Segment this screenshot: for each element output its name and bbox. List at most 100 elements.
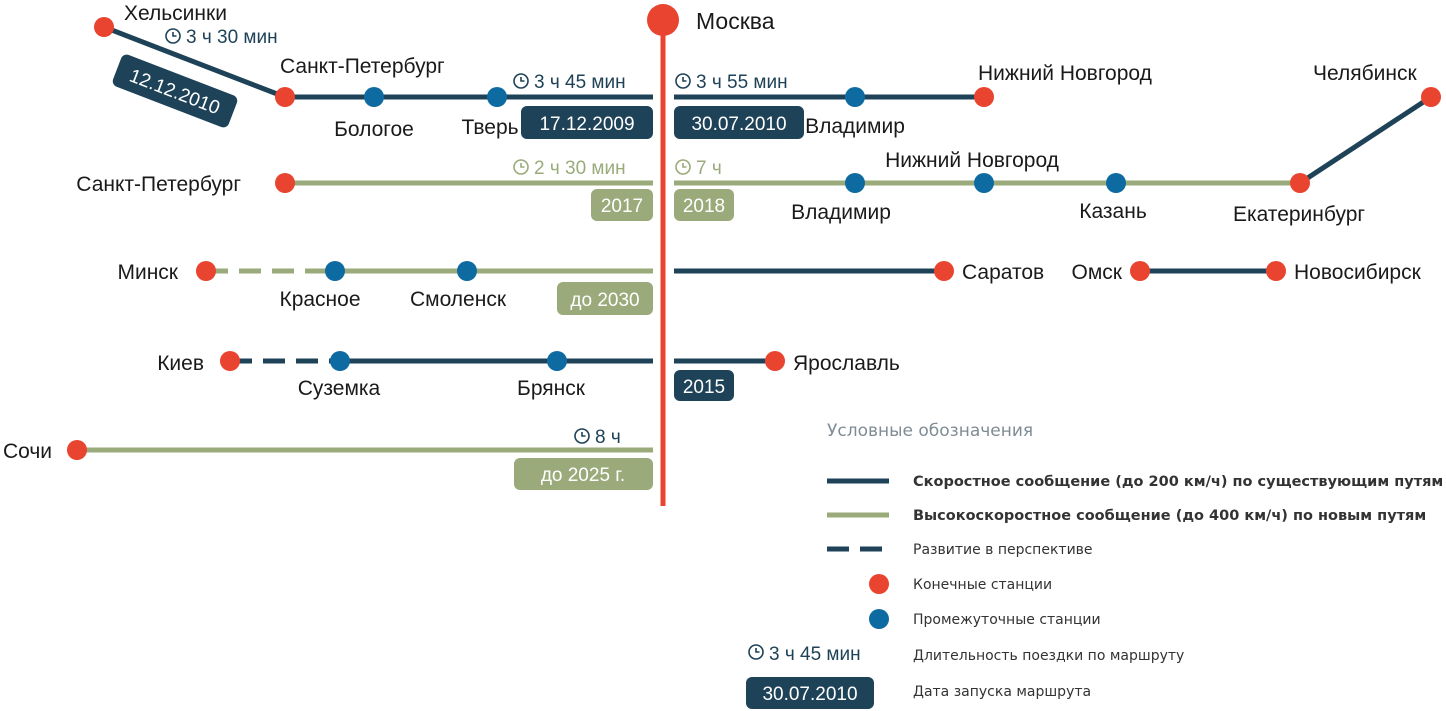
station-saratov[interactable] bbox=[934, 261, 954, 281]
clock-icon bbox=[675, 159, 691, 175]
badge-yaroslavl-year-text: 2015 bbox=[683, 377, 725, 398]
station-moscow[interactable] bbox=[647, 4, 679, 36]
station-suzemka[interactable] bbox=[330, 351, 350, 371]
label-nnov-hs: Нижний Новгород bbox=[885, 149, 1059, 172]
label-novosibirsk: Новосибирск bbox=[1294, 261, 1422, 284]
duration-spb-hs: 2 ч 30 мин bbox=[513, 158, 626, 179]
badge-yaroslavl-year: 2015 bbox=[674, 370, 734, 401]
label-krasnoe: Красное bbox=[279, 288, 360, 311]
city-labels: Москва Хельсинки Санкт-Петербург Бологое… bbox=[3, 2, 1422, 463]
badge-sochi-year: до 2025 г. bbox=[514, 458, 653, 490]
clock-icon bbox=[513, 159, 529, 175]
legend-future-label: Развитие в перспективе bbox=[913, 542, 1093, 558]
badge-spb-hs-year: 2017 bbox=[591, 189, 653, 221]
duration-nnov-fast: 3 ч 55 мин bbox=[675, 72, 788, 93]
line-ekb-chelyabinsk bbox=[1298, 94, 1433, 186]
legend-terminal-swatch bbox=[869, 574, 889, 594]
station-nnov-hs[interactable] bbox=[974, 173, 994, 193]
station-chelyabinsk[interactable] bbox=[1421, 87, 1441, 107]
label-chelyabinsk: Челябинск bbox=[1313, 62, 1417, 85]
label-bryansk: Брянск bbox=[517, 377, 586, 400]
legend: Условные обозначения Скоростное сообщени… bbox=[746, 421, 1443, 709]
duration-helsinki: 3 ч 30 мин bbox=[165, 27, 278, 48]
badge-east-hs-year-text: 2018 bbox=[683, 196, 725, 217]
label-ekaterinburg: Екатеринбург bbox=[1233, 203, 1365, 226]
label-spb-hs: Санкт-Петербург bbox=[76, 173, 241, 196]
label-smolensk: Смоленск bbox=[410, 288, 507, 311]
badge-minsk-year-text: до 2030 bbox=[570, 290, 639, 311]
duration-spb-fast-text: 3 ч 45 мин bbox=[534, 72, 626, 93]
badge-spb-hs-year-text: 2017 bbox=[601, 196, 643, 217]
badge-east-hs-year: 2018 bbox=[674, 189, 734, 221]
duration-spb-hs-text: 2 ч 30 мин bbox=[534, 158, 626, 179]
label-sochi: Сочи bbox=[3, 440, 52, 463]
badge-nnov-date: 30.07.2010 bbox=[674, 106, 804, 139]
clock-icon bbox=[165, 28, 181, 44]
label-tver: Тверь bbox=[461, 116, 518, 139]
label-saratov: Саратов bbox=[962, 261, 1044, 284]
clock-icon bbox=[748, 644, 764, 660]
station-minsk[interactable] bbox=[196, 261, 216, 281]
badge-spb-date-text: 17.12.2009 bbox=[539, 114, 634, 135]
badge-sochi-year-text: до 2025 г. bbox=[541, 465, 625, 486]
label-vladimir-hs: Владимир bbox=[791, 201, 891, 224]
station-sochi[interactable] bbox=[67, 440, 87, 460]
label-kiev: Киев bbox=[157, 352, 204, 375]
station-tver[interactable] bbox=[487, 87, 507, 107]
station-kiev[interactable] bbox=[220, 351, 240, 371]
legend-fast-label: Скоростное сообщение (до 200 км/ч) по су… bbox=[913, 474, 1443, 490]
badge-minsk-year: до 2030 bbox=[557, 282, 653, 315]
duration-helsinki-text: 3 ч 30 мин bbox=[186, 27, 278, 48]
duration-nnov-fast-text: 3 ч 55 мин bbox=[696, 72, 788, 93]
legend-date-label: Дата запуска маршрута bbox=[913, 684, 1091, 700]
legend-duration-sample-text: 3 ч 45 мин bbox=[769, 644, 861, 665]
station-ekaterinburg[interactable] bbox=[1290, 173, 1310, 193]
legend-intermediate-swatch bbox=[869, 609, 889, 629]
duration-sochi: 8 ч bbox=[574, 427, 621, 448]
label-bologoe: Бологое bbox=[334, 118, 414, 141]
station-smolensk[interactable] bbox=[457, 261, 477, 281]
stations bbox=[67, 4, 1441, 460]
station-kazan[interactable] bbox=[1106, 173, 1126, 193]
station-spb-fast[interactable] bbox=[275, 87, 295, 107]
clock-icon bbox=[675, 73, 691, 89]
label-suzemka: Суземка bbox=[298, 377, 381, 400]
duration-sochi-text: 8 ч bbox=[595, 427, 621, 448]
legend-intermediate-label: Промежуточные станции bbox=[913, 612, 1101, 628]
line-helsinki-spb bbox=[103, 24, 286, 100]
legend-duration-label: Длительность поездки по маршруту bbox=[913, 648, 1184, 664]
label-yaroslavl: Ярославль bbox=[793, 352, 900, 375]
badge-nnov-date-text: 30.07.2010 bbox=[691, 114, 786, 135]
label-moscow: Москва bbox=[696, 8, 775, 34]
legend-hs-label: Высокоскоростное сообщение (до 400 км/ч)… bbox=[913, 508, 1426, 524]
station-vladimir-fast[interactable] bbox=[845, 87, 865, 107]
label-spb-fast: Санкт-Петербург bbox=[280, 55, 445, 78]
badge-spb-date: 17.12.2009 bbox=[521, 106, 653, 139]
duration-east-hs-text: 7 ч bbox=[696, 158, 722, 179]
station-bryansk[interactable] bbox=[547, 351, 567, 371]
legend-date-sample-text: 30.07.2010 bbox=[762, 684, 857, 705]
durations: 3 ч 30 мин 3 ч 45 мин 3 ч 55 мин 2 ч 30 … bbox=[165, 27, 788, 448]
station-novosibirsk[interactable] bbox=[1266, 261, 1286, 281]
station-helsinki[interactable] bbox=[94, 17, 114, 37]
station-bologoe[interactable] bbox=[364, 87, 384, 107]
legend-duration-sample: 3 ч 45 мин bbox=[748, 644, 861, 665]
station-spb-hs[interactable] bbox=[275, 173, 295, 193]
label-minsk: Минск bbox=[117, 261, 178, 284]
clock-icon bbox=[513, 73, 529, 89]
legend-terminal-label: Конечные станции bbox=[913, 577, 1052, 593]
station-krasnoe[interactable] bbox=[325, 261, 345, 281]
station-nnov-fast[interactable] bbox=[974, 87, 994, 107]
duration-east-hs: 7 ч bbox=[675, 158, 722, 179]
label-omsk: Омск bbox=[1072, 261, 1123, 284]
duration-spb-fast: 3 ч 45 мин bbox=[513, 72, 626, 93]
label-vladimir-fast: Владимир bbox=[805, 115, 905, 138]
station-vladimir-hs[interactable] bbox=[845, 173, 865, 193]
badge-helsinki-date: 12.12.2010 bbox=[112, 54, 238, 128]
label-nnov-fast: Нижний Новгород bbox=[978, 62, 1152, 85]
clock-icon bbox=[574, 428, 590, 444]
station-omsk[interactable] bbox=[1130, 261, 1150, 281]
legend-date-sample: 30.07.2010 bbox=[746, 677, 874, 709]
station-yaroslavl[interactable] bbox=[765, 351, 785, 371]
